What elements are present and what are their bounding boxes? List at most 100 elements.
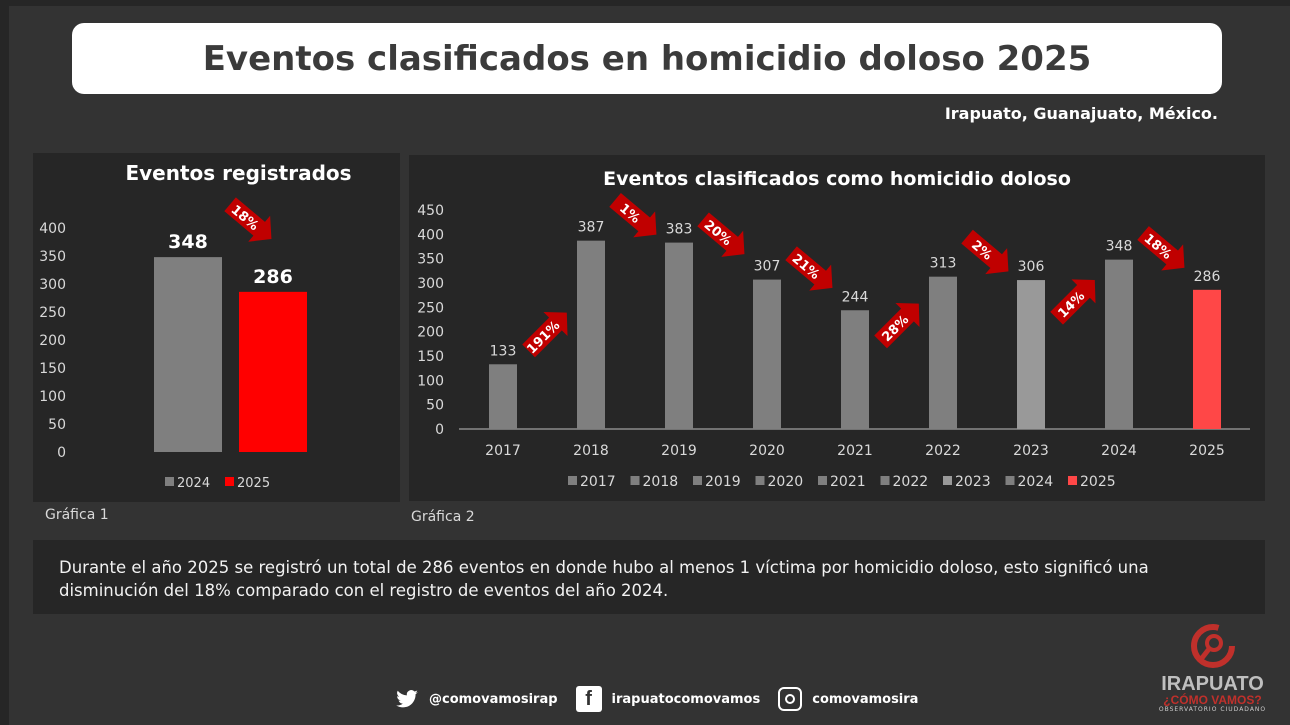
x-tick-label: 2018 [573, 443, 609, 459]
summary-note: Durante el año 2025 se registró un total… [33, 540, 1265, 614]
x-tick-label: 2025 [1189, 443, 1225, 459]
x-tick-label: 2023 [1013, 443, 1049, 459]
instagram-handle: comovamosira [812, 691, 919, 707]
chart-1-title: Eventos registrados [125, 161, 352, 185]
change-arrow: 28% [874, 302, 920, 349]
change-arrow: 18% [224, 197, 272, 242]
legend-swatch [225, 477, 234, 486]
arrow-icon [874, 302, 920, 349]
logo-sub: OBSERVATORIO CIUDADANO [1158, 706, 1267, 713]
twitter-handle: @comovamosirap [429, 691, 558, 707]
legend-swatch [568, 476, 577, 485]
arrow-icon [609, 193, 657, 238]
y-tick-label: 300 [39, 277, 66, 293]
facebook-handle: irapuatocomovamos [611, 691, 761, 707]
change-arrow: 21% [785, 246, 833, 291]
y-tick-label: 150 [39, 361, 66, 377]
x-tick-label: 2021 [837, 443, 873, 459]
legend-swatch [943, 476, 952, 485]
location-subtitle: Irapuato, Guanajuato, México. [944, 104, 1218, 123]
social-footer: @comovamosirap f irapuatocomovamos comov… [395, 686, 918, 712]
y-tick-label: 250 [417, 300, 444, 316]
data-label: 387 [578, 220, 605, 236]
data-label: 383 [666, 222, 693, 238]
arrow-icon [1137, 226, 1185, 271]
y-tick-label: 200 [417, 325, 444, 341]
legend-swatch [818, 476, 827, 485]
legend-swatch [1068, 476, 1077, 485]
y-tick-label: 50 [426, 398, 444, 414]
y-tick-label: 0 [57, 445, 66, 461]
legend-swatch [1005, 476, 1015, 485]
y-tick-label: 350 [39, 249, 66, 265]
logo-tagline: ¿CÓMO VAMOS? [1163, 693, 1262, 707]
legend-swatch [880, 476, 890, 485]
chart-1-caption: Gráfica 1 [45, 507, 109, 523]
title-banner: Eventos clasificados en homicidio doloso… [72, 23, 1222, 94]
charts-svg: 0 50 100 150 200 250 300 350 400 348 286 18% 2024 202… [39, 193, 1250, 491]
data-label: 286 [1194, 269, 1221, 285]
legend-swatch [693, 476, 702, 485]
arrow-icon [224, 197, 272, 242]
twitter-icon [395, 687, 419, 711]
y-tick-label: 250 [39, 305, 66, 321]
legend-label: 2025 [1080, 474, 1116, 490]
facebook-icon: f [575, 686, 602, 712]
change-arrow: 1% [609, 193, 657, 238]
data-label: 133 [490, 343, 517, 359]
bar-2023 [1017, 280, 1045, 429]
data-label: 307 [754, 259, 781, 275]
change-arrow: 14% [1050, 279, 1096, 325]
bar-2022 [929, 276, 957, 429]
instagram-icon [778, 687, 803, 711]
change-arrow: 2% [961, 229, 1009, 275]
arrow-icon [522, 311, 568, 358]
logo-mark-icon [1190, 624, 1235, 668]
legend-label: 2022 [893, 474, 929, 490]
chart-2-caption: Gráfica 2 [411, 509, 475, 525]
page-title: Eventos clasificados en homicidio doloso… [202, 38, 1092, 79]
chart-2-title: Eventos clasificados como homicidio dolo… [603, 168, 1071, 190]
data-label: 313 [930, 256, 957, 272]
arrow-icon [961, 229, 1009, 275]
bar-2024 [1105, 259, 1133, 429]
bar-2024 [154, 257, 222, 452]
logo-name: IRAPUATO [1161, 673, 1264, 695]
y-tick-label: 150 [417, 349, 444, 365]
bar-2020 [753, 279, 781, 429]
y-tick-label: 100 [417, 373, 444, 389]
legend-label: 2018 [643, 474, 679, 490]
legend-swatch [630, 476, 640, 485]
x-tick-label: 2019 [661, 443, 697, 459]
x-tick-label: 2020 [749, 443, 785, 459]
legend-label: 2020 [768, 474, 804, 490]
y-tick-label: 100 [39, 389, 66, 405]
y-tick-label: 400 [417, 227, 444, 243]
legend-label: 2019 [705, 474, 741, 490]
logo: IRAPUATO ¿CÓMO VAMOS? OBSERVATORIO CIUDA… [1150, 622, 1275, 713]
data-label: 348 [1106, 239, 1133, 255]
legend-label: 2023 [955, 474, 991, 490]
y-tick-label: 350 [417, 252, 444, 268]
y-tick-label: 300 [417, 276, 444, 292]
legend-label: 2025 [237, 476, 270, 491]
arrow-icon [785, 246, 833, 291]
bar-2025 [1193, 289, 1221, 429]
bar-2018 [577, 240, 605, 429]
y-tick-label: 0 [435, 422, 444, 438]
x-tick-label: 2017 [485, 443, 521, 459]
x-tick-label: 2024 [1101, 443, 1137, 459]
y-tick-label: 450 [417, 203, 444, 219]
arrow-icon [697, 212, 745, 257]
y-tick-label: 50 [48, 417, 66, 433]
change-arrow: 191% [522, 311, 568, 358]
x-tick-label: 2022 [925, 443, 961, 459]
change-arrow: 20% [697, 212, 745, 257]
data-label: 244 [842, 289, 869, 305]
legend-label: 2021 [830, 474, 866, 490]
data-label: 286 [253, 266, 293, 288]
data-label: 348 [168, 231, 208, 253]
change-arrow: 18% [1137, 226, 1185, 271]
y-tick-label: 200 [39, 333, 66, 349]
data-label: 306 [1018, 259, 1045, 275]
